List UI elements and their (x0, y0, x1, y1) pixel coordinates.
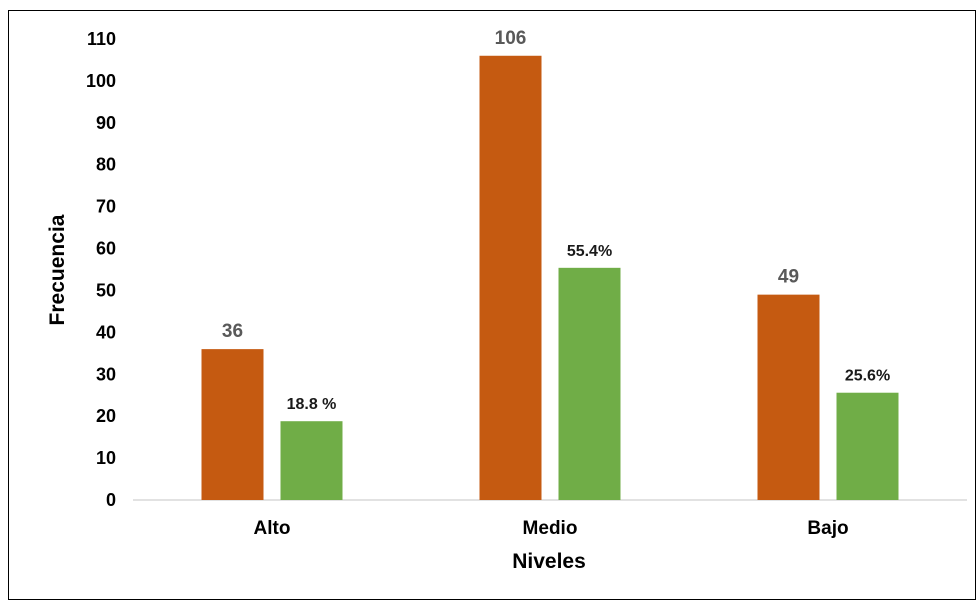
y-axis-title: Frecuencia (46, 214, 69, 325)
y-tick-label-40: 40 (96, 322, 116, 342)
bar-alto-series-2 (280, 421, 343, 500)
data-label-bajo-series-1: 49 (778, 267, 799, 288)
data-label-medio-series-1: 106 (495, 28, 527, 49)
y-tick-label-50: 50 (96, 280, 116, 300)
bar-bajo-series-1 (757, 294, 820, 500)
data-label-bajo-series-2: 25.6% (845, 368, 890, 385)
y-tick-label-80: 80 (96, 155, 116, 175)
x-axis-categories: Alto Medio Bajo (254, 518, 849, 539)
bar-bajo-series-2 (836, 392, 899, 500)
data-label-medio-series-2: 55.4% (567, 243, 612, 260)
bar-medio-series-2 (558, 267, 621, 500)
y-tick-label-60: 60 (96, 239, 116, 259)
y-tick-label-100: 100 (86, 71, 116, 91)
y-axis-ticks: 0 10 20 30 40 50 60 70 80 90 100 110 (86, 29, 116, 510)
y-tick-label-110: 110 (87, 29, 116, 49)
bar-medio-series-1 (479, 55, 542, 500)
y-tick-label-10: 10 (96, 448, 116, 468)
y-tick-label-20: 20 (96, 406, 116, 426)
bar-alto-series-1 (201, 349, 264, 500)
x-category-label-bajo: Bajo (807, 518, 848, 539)
x-axis-title: Niveles (512, 550, 586, 573)
data-label-alto-series-2: 18.8 % (287, 396, 337, 413)
data-label-alto-series-1: 36 (222, 321, 243, 342)
y-tick-label-90: 90 (96, 113, 116, 133)
y-tick-label-30: 30 (96, 364, 116, 384)
bar-data-labels: 36 18.8 % 106 55.4% 49 25.6% (222, 28, 890, 413)
y-tick-label-70: 70 (96, 197, 116, 217)
x-category-label-medio: Medio (523, 518, 578, 539)
y-tick-label-0: 0 (106, 490, 116, 510)
bars (201, 55, 899, 500)
x-category-label-alto: Alto (254, 518, 291, 539)
